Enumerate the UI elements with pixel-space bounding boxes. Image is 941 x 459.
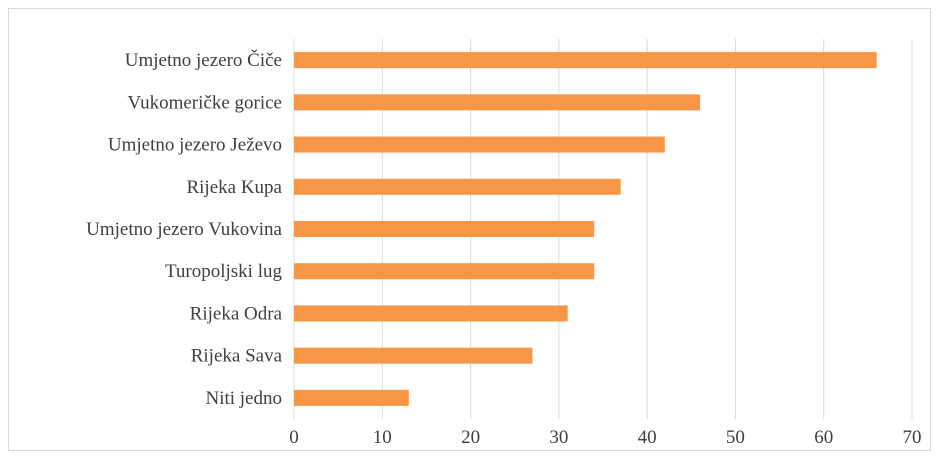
category-label: Turopoljski lug bbox=[165, 261, 283, 282]
bar-3 bbox=[294, 178, 621, 195]
x-tick-label: 40 bbox=[638, 427, 657, 448]
bar-6 bbox=[294, 305, 568, 322]
bar-7 bbox=[294, 347, 533, 364]
category-label: Umjetno jezero Ježevo bbox=[108, 135, 282, 156]
category-label: Rijeka Kupa bbox=[186, 177, 282, 198]
category-label: Rijeka Odra bbox=[190, 303, 283, 324]
chart-frame: Umjetno jezero Čiče Vukomeričke gorice Umj… bbox=[8, 8, 931, 451]
bars bbox=[294, 52, 877, 406]
x-tick-label: 20 bbox=[461, 427, 480, 448]
category-label: Umjetno jezero Čiče bbox=[125, 49, 282, 71]
category-label: Umjetno jezero Vukovina bbox=[86, 219, 282, 240]
category-label: Rijeka Sava bbox=[191, 346, 283, 367]
bar-2 bbox=[294, 136, 665, 153]
bar-4 bbox=[294, 221, 595, 237]
x-tick-label: 30 bbox=[549, 427, 568, 448]
x-tick-label: 10 bbox=[373, 427, 392, 448]
bar-8 bbox=[294, 389, 409, 406]
x-tick-label: 0 bbox=[289, 427, 299, 448]
category-label: Vukomeričke gorice bbox=[128, 92, 283, 113]
bar-5 bbox=[294, 263, 595, 280]
bar-chart: Umjetno jezero Čiče Vukomeričke gorice Umj… bbox=[86, 39, 922, 448]
category-labels: Umjetno jezero Čiče Vukomeričke gorice Umj… bbox=[86, 49, 282, 409]
bar-1 bbox=[294, 94, 701, 111]
x-tick-label: 50 bbox=[726, 427, 745, 448]
x-axis-tick-labels: 0 10 20 30 40 50 60 70 bbox=[289, 427, 921, 448]
category-label: Niti jedno bbox=[205, 388, 282, 409]
x-tick-label: 60 bbox=[814, 427, 833, 448]
x-tick-label: 70 bbox=[903, 427, 922, 448]
bar-0 bbox=[294, 52, 877, 69]
